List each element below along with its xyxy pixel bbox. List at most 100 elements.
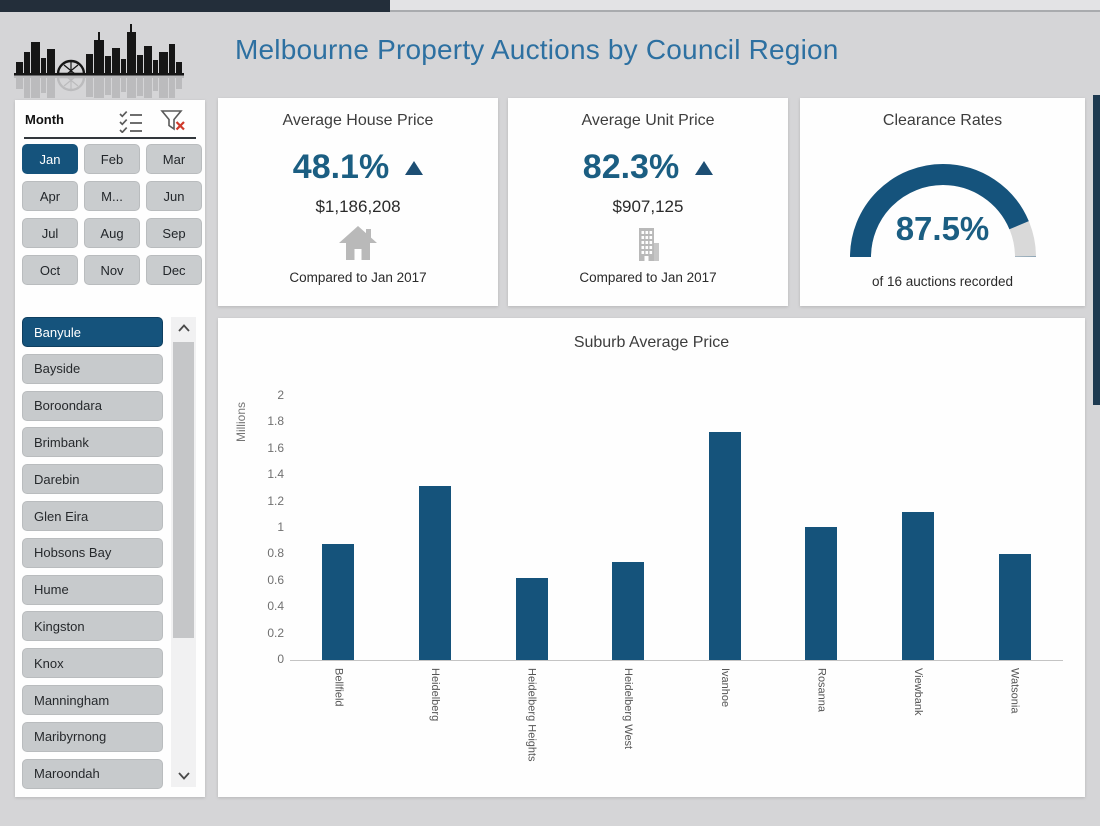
month-button-dec[interactable]: Dec xyxy=(146,255,202,285)
clear-filter-icon[interactable] xyxy=(160,109,186,133)
council-item-boroondara[interactable]: Boroondara xyxy=(22,390,163,421)
house-icon xyxy=(218,222,498,264)
month-button-sep[interactable]: Sep xyxy=(146,218,202,248)
x-label-rosanna: Rosanna xyxy=(815,668,828,713)
kpi-row: 48.1% xyxy=(218,144,498,190)
kpi-row: 82.3% xyxy=(508,144,788,190)
y-tick-2: 2 xyxy=(277,388,284,402)
x-label-heidelberg-west: Heidelberg West xyxy=(622,668,635,750)
month-button-jun[interactable]: Jun xyxy=(146,181,202,211)
slicer-underline xyxy=(24,137,196,139)
council-item-maroondah[interactable]: Maroondah xyxy=(22,758,163,789)
kpi-percent: 82.3% xyxy=(582,147,680,186)
scroll-up-button[interactable] xyxy=(171,317,196,339)
page-title: Melbourne Property Auctions by Council R… xyxy=(235,34,839,65)
council-item-brimbank[interactable]: Brimbank xyxy=(22,427,163,458)
x-axis-labels: Bellfield Heidelberg Heidelberg Heights Hei… xyxy=(290,668,1063,762)
kpi-value: $1,186,208 xyxy=(315,197,401,216)
x-label-watsonia: Watsonia xyxy=(1008,668,1021,714)
council-item-glen-eira[interactable]: Glen Eira xyxy=(22,501,163,531)
x-label-slot: Heidelberg Heights xyxy=(483,668,580,762)
bar-slot xyxy=(483,396,580,660)
bar-ivanhoe[interactable] xyxy=(708,431,741,660)
kpi-value: $907,125 xyxy=(612,197,684,216)
y-tick-1.6: 1.6 xyxy=(267,440,284,455)
month-button-mar[interactable]: Mar xyxy=(146,144,202,174)
trend-up-icon xyxy=(695,161,714,175)
x-label-heidelberg-heights: Heidelberg Heights xyxy=(525,668,538,762)
suburb-average-price-chart: Suburb Average Price Millions 0 0.2 0.4 0.6… xyxy=(218,318,1085,797)
council-item-manningham[interactable]: Manningham xyxy=(22,685,163,715)
filter-panel: Month Jan Feb Mar Apr M... Jun Jul Aug Sep Oct Nov… xyxy=(15,100,205,797)
month-button-aug[interactable]: Aug xyxy=(84,218,140,248)
bar-slot xyxy=(677,396,774,660)
month-button-feb[interactable]: Feb xyxy=(84,144,140,174)
clipped-panel-edge xyxy=(1093,95,1100,405)
gauge-value: 87.5% xyxy=(895,210,990,247)
y-tick-0: 0 xyxy=(277,652,284,666)
kpi-caption: Compared to Jan 2017 xyxy=(289,270,427,285)
avg-house-price-card: Average House Price 48.1% $1,186,208 Com… xyxy=(218,98,498,306)
clearance-rates-card: Clearance Rates 87.5% of 16 auctions rec… xyxy=(800,98,1085,306)
month-button-apr[interactable]: Apr xyxy=(22,181,78,211)
building-icon xyxy=(508,222,788,264)
chevron-up-icon xyxy=(177,324,190,332)
month-button-jul[interactable]: Jul xyxy=(22,218,78,248)
council-item-kingston[interactable]: Kingston xyxy=(22,611,163,642)
bar-slot xyxy=(966,396,1063,660)
x-axis-line xyxy=(290,660,1063,661)
bar-bellfield[interactable] xyxy=(322,543,355,660)
card-title: Average Unit Price xyxy=(581,112,715,129)
bar-slot xyxy=(870,396,967,660)
bar-heidelberg-heights[interactable] xyxy=(515,578,548,660)
bar-slot xyxy=(387,396,484,660)
x-label-slot: Heidelberg xyxy=(387,668,484,762)
x-label-slot: Rosanna xyxy=(773,668,870,762)
x-label-viewbank: Viewbank xyxy=(912,668,925,716)
y-tick-0.2: 0.2 xyxy=(267,625,284,640)
kpi-caption: Compared to Jan 2017 xyxy=(579,270,717,285)
x-label-slot: Bellfield xyxy=(290,668,387,762)
x-label-heidelberg: Heidelberg xyxy=(428,668,441,722)
council-item-maribyrnong[interactable]: Maribyrnong xyxy=(22,721,163,752)
card-title: Clearance Rates xyxy=(882,112,1003,129)
council-item-bayside[interactable]: Bayside xyxy=(22,353,163,384)
x-label-slot: Watsonia xyxy=(966,668,1063,762)
council-list-scrollbar[interactable] xyxy=(171,317,196,787)
scrollbar-thumb[interactable] xyxy=(173,342,194,638)
council-item-hume[interactable]: Hume xyxy=(22,574,163,605)
select-all-icon[interactable] xyxy=(118,109,144,133)
council-item-darebin[interactable]: Darebin xyxy=(22,464,163,495)
x-label-bellfield: Bellfield xyxy=(332,668,345,707)
y-tick-0.6: 0.6 xyxy=(267,572,284,587)
council-item-knox[interactable]: Knox xyxy=(22,648,163,679)
bar-watsonia[interactable] xyxy=(998,554,1031,660)
kpi-percent: 48.1% xyxy=(292,147,390,186)
chevron-down-icon xyxy=(177,772,190,780)
bar-slot xyxy=(580,396,677,660)
trend-up-icon xyxy=(405,161,424,175)
month-button-jan[interactable]: Jan xyxy=(22,144,78,174)
video-progress-bar xyxy=(0,0,1100,12)
month-button-nov[interactable]: Nov xyxy=(84,255,140,285)
month-button-oct[interactable]: Oct xyxy=(22,255,78,285)
bar-viewbank[interactable] xyxy=(902,512,935,660)
bar-slot xyxy=(773,396,870,660)
bar-rosanna[interactable] xyxy=(805,526,838,660)
y-tick-1.4: 1.4 xyxy=(267,467,284,482)
y-tick-0.4: 0.4 xyxy=(267,599,284,614)
chart-title: Suburb Average Price xyxy=(573,334,730,351)
card-title: Average House Price xyxy=(282,112,434,129)
clearance-gauge[interactable] xyxy=(848,162,1038,268)
council-item-hobsons-bay[interactable]: Hobsons Bay xyxy=(22,537,163,568)
bar-heidelberg[interactable] xyxy=(418,485,451,660)
x-label-slot: Ivanhoe xyxy=(677,668,774,762)
bar-heidelberg-west[interactable] xyxy=(612,562,645,660)
plot-area xyxy=(290,396,1063,660)
month-button-m[interactable]: M... xyxy=(84,181,140,211)
bar-slot xyxy=(290,396,387,660)
y-tick-1.8: 1.8 xyxy=(267,414,284,429)
scroll-down-button[interactable] xyxy=(171,765,196,787)
council-item-banyule[interactable]: Banyule xyxy=(22,317,163,347)
